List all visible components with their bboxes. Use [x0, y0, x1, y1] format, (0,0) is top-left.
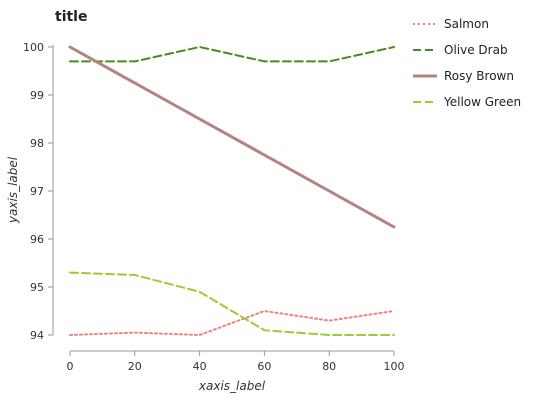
series-line-olive-drab	[69, 46, 395, 63]
y-tick-label: 99	[30, 89, 44, 102]
x-axis-title: xaxis_label	[198, 379, 266, 393]
x-tick-label: 40	[193, 360, 207, 373]
x-tick-label: 80	[322, 360, 336, 373]
y-tick-label: 97	[30, 185, 44, 198]
legend: Salmon Olive Drab Rosy Brown Yellow Green	[413, 17, 521, 109]
series-line-rosy-brown	[68, 45, 396, 229]
legend-label-rosy-brown: Rosy Brown	[444, 69, 514, 83]
x-tick-label: 0	[67, 360, 74, 373]
legend-label-yellow-green: Yellow Green	[443, 95, 521, 109]
chart-title: title	[55, 9, 87, 25]
series-line-yellow-green	[69, 271, 395, 336]
y-tick-label: 94	[30, 329, 44, 342]
legend-label-salmon: Salmon	[444, 17, 489, 31]
x-tick-label: 60	[257, 360, 271, 373]
series-line-salmon	[69, 310, 395, 336]
y-axis: 94 95 96 97 98 99 100	[23, 41, 54, 342]
x-axis: 0 20 40 60 80 100	[67, 350, 405, 373]
y-tick-label: 95	[30, 281, 44, 294]
plot-lines	[68, 45, 396, 336]
y-tick-label: 96	[30, 233, 44, 246]
y-tick-label: 98	[30, 137, 44, 150]
y-tick-label: 100	[23, 41, 44, 54]
legend-label-olive-drab: Olive Drab	[444, 43, 508, 57]
x-tick-label: 20	[128, 360, 142, 373]
x-tick-label: 100	[384, 360, 405, 373]
y-axis-title: yaxis_label	[6, 156, 20, 224]
